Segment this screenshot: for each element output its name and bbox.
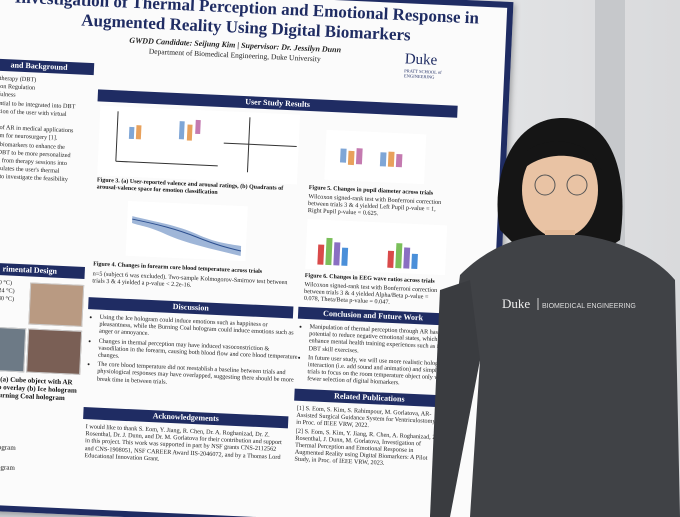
- photo-ice: [0, 326, 27, 373]
- shirt-brand: Duke: [502, 296, 530, 311]
- box: [186, 124, 193, 141]
- box: [135, 125, 142, 140]
- bar: [411, 253, 418, 270]
- person: Duke BIOMEDICAL ENGINEERING: [430, 117, 680, 517]
- temp-label: Warm: (40 °C): [0, 295, 15, 304]
- bar: [317, 244, 325, 265]
- figure-3: [97, 105, 301, 185]
- logo-school: PRATT SCHOOL of ENGINEERING: [403, 68, 442, 80]
- figure-bg: [324, 129, 427, 185]
- bar: [333, 242, 341, 266]
- bar: [341, 247, 349, 266]
- box: [340, 148, 347, 163]
- sleeve: [430, 280, 480, 517]
- bangs: [522, 141, 602, 170]
- box: [387, 151, 395, 167]
- section-header: Related Publications: [294, 388, 445, 408]
- shirt-dept: BIOMEDICAL ENGINEERING: [542, 303, 636, 310]
- shirt: [430, 235, 680, 517]
- glasses: [566, 174, 588, 196]
- face: [522, 142, 598, 238]
- figure-caption: Figure 2. (a) Cube object with AR marker…: [0, 374, 77, 403]
- box: [195, 119, 201, 135]
- box: [178, 121, 185, 140]
- bar: [325, 237, 333, 266]
- box: [355, 148, 363, 165]
- section-header: rimental Design: [0, 261, 85, 279]
- photo-coal: [26, 328, 83, 375]
- figure-4: [125, 200, 248, 262]
- figure-6: [305, 219, 448, 276]
- box: [347, 150, 355, 166]
- section-header: Conclusion and Future Work: [297, 306, 449, 326]
- temperature-labels: Cold: (10 °C)Room: (24 °C)Warm: (40 °C): [0, 278, 28, 305]
- axis: [223, 142, 297, 147]
- temp-label: Room: (24 °C): [0, 286, 15, 296]
- axis: [115, 111, 119, 162]
- legend-text: ogramg Coal hologramogramg Coal hologram: [0, 432, 75, 477]
- box: [128, 126, 135, 140]
- axis: [115, 160, 218, 167]
- bar: [403, 247, 411, 269]
- band: [132, 216, 242, 257]
- curve: [132, 218, 242, 252]
- bar: [387, 250, 395, 268]
- box: [395, 153, 403, 168]
- logo: Duke: [404, 51, 438, 69]
- glasses: [534, 174, 556, 196]
- background-text: avior therapy (DBT)Emotion RegulationMin…: [0, 74, 92, 194]
- section-header: and Background: [0, 58, 95, 76]
- poster: Investigation of Thermal Perception and …: [0, 0, 513, 517]
- temp-label: Cold: (10 °C): [0, 278, 13, 287]
- figure-5: [324, 129, 427, 185]
- photo-hand: [28, 282, 85, 327]
- box: [379, 152, 387, 167]
- acknowledgements: I would like to thank S. Eom, Y. Jiang, …: [84, 423, 282, 463]
- discussion-list: Using the Ice hologram could induce emot…: [88, 313, 300, 393]
- bar: [395, 243, 403, 269]
- reference: [2] S. Eom, S. Kim, Y. Jiang, R. Chen, A…: [294, 427, 438, 468]
- publications: [1] S. Eom, S. Kim, S. Rahimpour, M. Gor…: [294, 405, 443, 471]
